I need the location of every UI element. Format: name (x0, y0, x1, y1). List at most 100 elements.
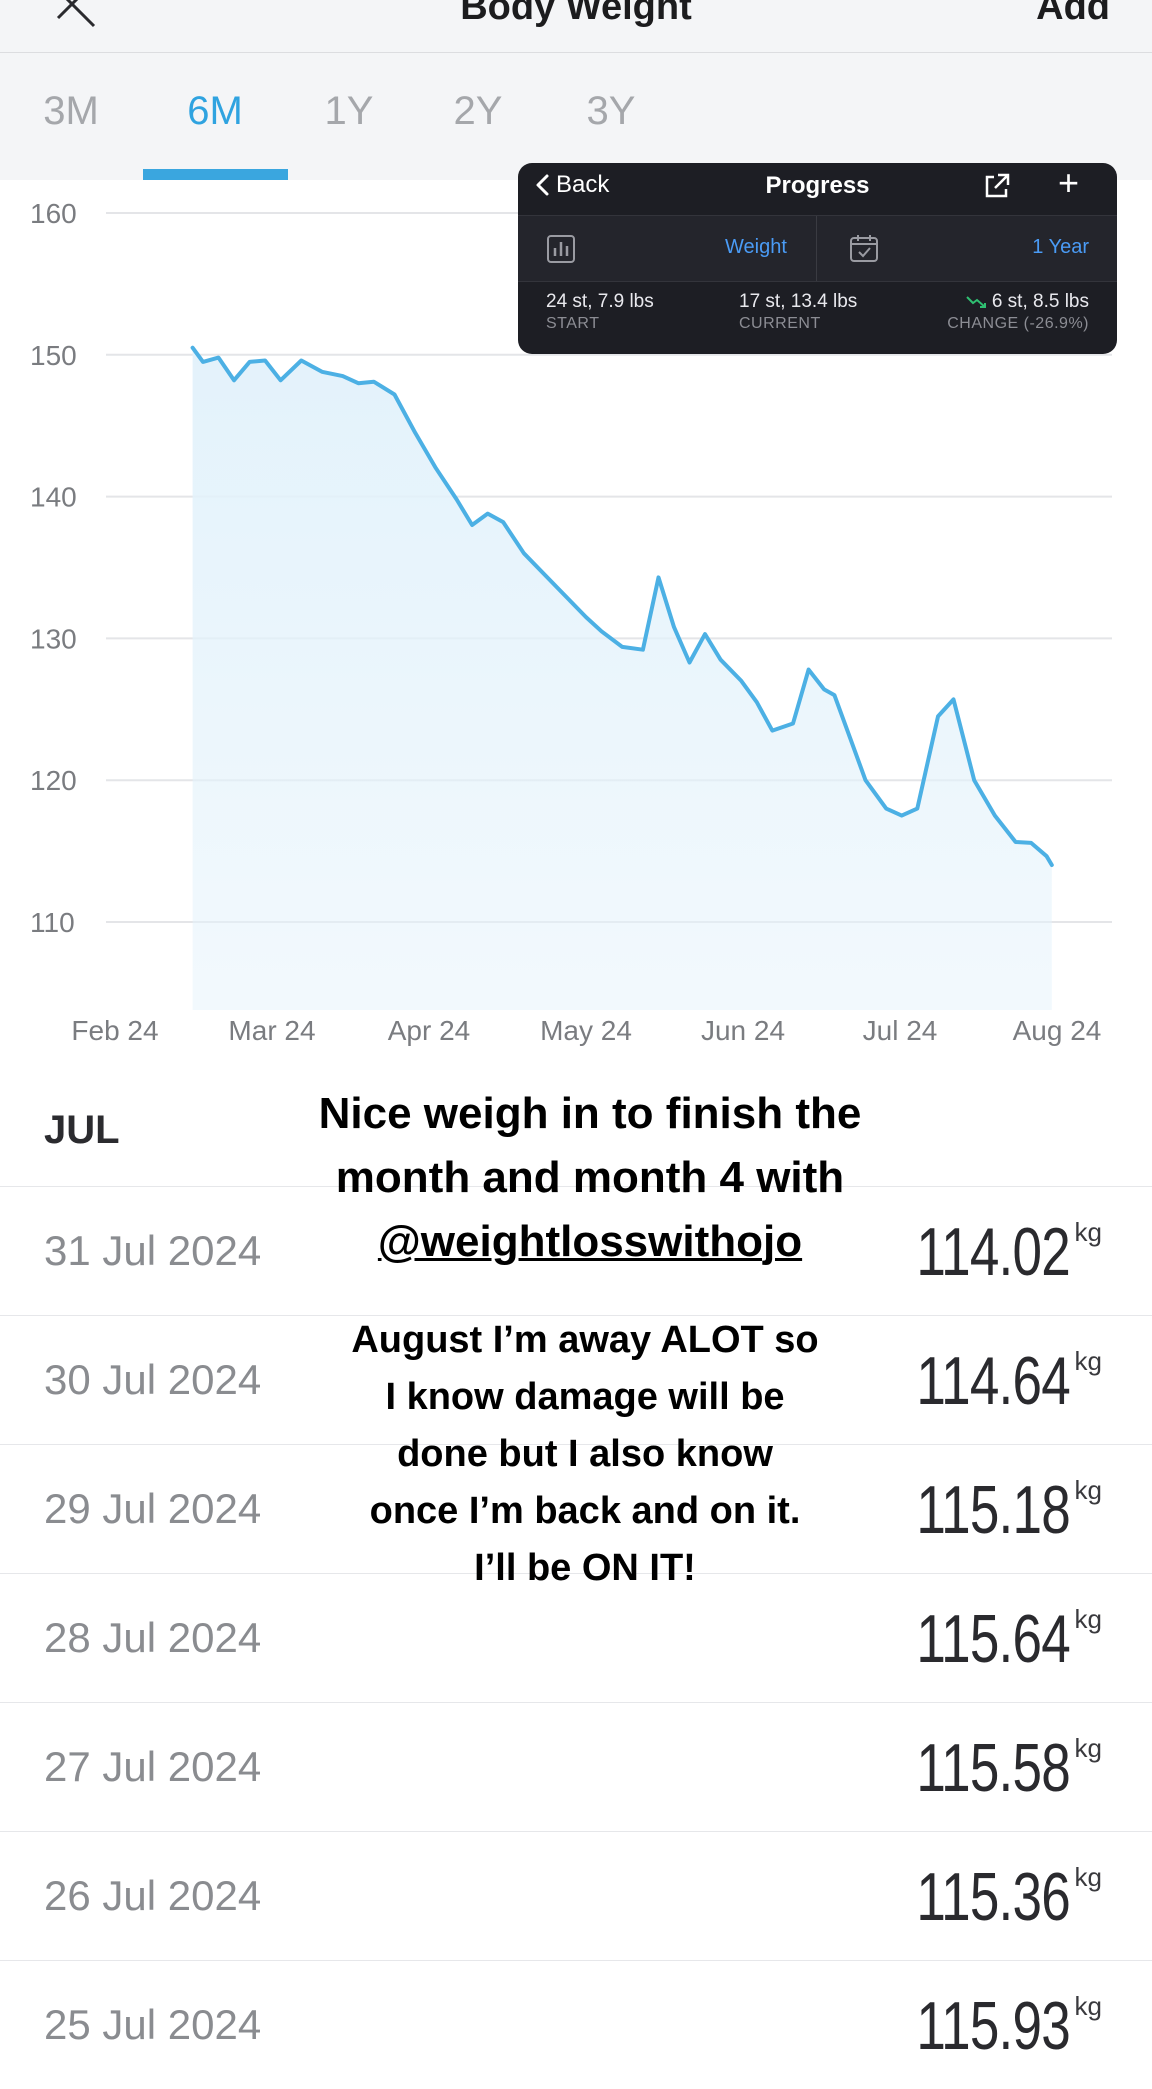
data-point (202, 361, 204, 363)
list-item[interactable]: 28 Jul 2024 115.64 kg (0, 1573, 1152, 1702)
data-point (233, 379, 235, 381)
weight-entries-list: 31 Jul 2024 114.02 kg 30 Jul 2024 114.64… (0, 1186, 1152, 2089)
caption-line: month and month 4 with (335, 1153, 845, 1202)
data-point (973, 779, 975, 781)
progress-title: Progress (765, 172, 870, 199)
x-tick-label: Mar 24 (228, 1015, 315, 1046)
list-item[interactable]: 26 Jul 2024 115.36 kg (0, 1831, 1152, 1960)
top-bar: Body Weight Add (0, 0, 1152, 53)
share-icon[interactable] (982, 171, 1012, 201)
data-point (373, 381, 375, 383)
tab-2y[interactable]: 2Y (453, 89, 503, 133)
list-item[interactable]: 31 Jul 2024 114.02 kg (0, 1186, 1152, 1315)
y-tick-label: 150 (30, 340, 77, 371)
x-tick-label: Jun 24 (701, 1015, 785, 1046)
data-point (689, 662, 690, 663)
story-caption-body: August I’m away ALOT so I know damage wi… (240, 1312, 930, 1597)
start-label: START (546, 315, 600, 332)
data-point (808, 669, 810, 671)
progress-card: Back Progress + Weight 1 Year 24 st, 7.9… (518, 163, 1117, 354)
data-point (673, 626, 675, 628)
entry-unit: kg (1074, 1991, 1102, 2021)
data-point (394, 394, 395, 395)
current-label: CURRENT (739, 315, 821, 332)
x-tick-label: Jul 24 (863, 1015, 938, 1046)
data-point (564, 595, 566, 597)
list-item[interactable]: 30 Jul 2024 114.64 kg (0, 1315, 1152, 1444)
data-point (192, 347, 194, 349)
entry-date: 29 Jul 2024 (44, 1485, 262, 1532)
tab-3y[interactable]: 3Y (586, 89, 636, 133)
x-tick-label: May 24 (540, 1015, 632, 1046)
close-icon[interactable] (50, 0, 110, 32)
entry-unit: kg (1074, 1733, 1102, 1763)
metric-weight-button[interactable]: Weight (725, 236, 787, 258)
data-point (487, 513, 489, 515)
data-point (321, 371, 323, 373)
x-tick-label: Feb 24 (71, 1015, 158, 1046)
data-point (865, 779, 866, 781)
weight-chart: 160 150 140 130 120 110 Feb 24 Mar 24 Apr 24 May … (0, 180, 1152, 1060)
data-point (740, 680, 742, 682)
y-tick-label: 120 (30, 765, 77, 796)
entry-value: 115.93 (916, 1988, 1070, 2064)
add-icon[interactable]: + (1058, 163, 1080, 203)
data-point (471, 524, 473, 526)
add-button[interactable]: Add (1036, 0, 1110, 28)
caption-line: I’ll be ON IT! (474, 1547, 696, 1589)
data-point (218, 357, 219, 359)
tab-6m[interactable]: 6M (187, 89, 243, 133)
bar-chart-icon[interactable] (546, 234, 576, 264)
data-point (704, 633, 706, 635)
entry-unit: kg (1074, 1217, 1102, 1247)
data-point (601, 630, 602, 632)
caption-line: August I’m away ALOT so (351, 1319, 819, 1361)
data-point (523, 552, 525, 554)
back-button[interactable]: Back (534, 171, 609, 199)
entry-date: 30 Jul 2024 (44, 1356, 262, 1403)
range-1-year-button[interactable]: 1 Year (1032, 236, 1089, 258)
progress-card-controls: Weight 1 Year (518, 215, 1117, 282)
list-item[interactable]: 29 Jul 2024 115.18 kg (0, 1444, 1152, 1573)
weight-chart-svg: 160 150 140 130 120 110 Feb 24 Mar 24 Apr 24 May … (30, 198, 1112, 1046)
data-point (1030, 842, 1032, 844)
data-point (1051, 864, 1053, 866)
entry-value: 114.02 (916, 1214, 1070, 1290)
caption-line: I know damage will be (385, 1376, 785, 1418)
caption-handle-link[interactable]: @weightlosswithojo (377, 1217, 803, 1266)
entry-value: 115.18 (916, 1472, 1070, 1548)
y-tick-label: 130 (30, 623, 77, 654)
data-point (642, 649, 644, 651)
data-point (916, 808, 918, 810)
entry-date: 27 Jul 2024 (44, 1743, 262, 1790)
x-tick-label: Apr 24 (388, 1015, 471, 1046)
entry-value: 114.64 (916, 1343, 1070, 1419)
data-point (249, 361, 251, 363)
entry-date: 26 Jul 2024 (44, 1872, 262, 1919)
calendar-icon[interactable] (848, 232, 880, 264)
data-point (756, 701, 758, 703)
change-stat: 6 st, 8.5 lbs CHANGE (-26.9%) (947, 291, 1089, 333)
data-point (435, 467, 437, 469)
data-point (1046, 855, 1048, 857)
data-point (849, 737, 851, 739)
data-point (456, 498, 458, 500)
list-item[interactable]: 27 Jul 2024 115.58 kg (0, 1702, 1152, 1831)
data-point (264, 360, 266, 361)
data-point (885, 808, 887, 810)
data-point (937, 715, 939, 717)
x-tick-label: Aug 24 (1013, 1015, 1102, 1046)
story-caption-heading: Nice weigh in to finish the month and mo… (220, 1082, 960, 1274)
entry-unit: kg (1074, 1475, 1102, 1505)
data-point (300, 360, 302, 361)
tab-3m[interactable]: 3M (43, 89, 99, 133)
list-item[interactable]: 25 Jul 2024 115.93 kg (0, 1960, 1152, 2089)
data-point (901, 815, 903, 817)
current-stat: 17 st, 13.4 lbs CURRENT (739, 291, 857, 333)
entry-unit: kg (1074, 1604, 1102, 1634)
tab-1y[interactable]: 1Y (324, 89, 374, 133)
trend-down-icon (966, 296, 986, 308)
data-point (357, 382, 359, 384)
entry-date: 31 Jul 2024 (44, 1227, 262, 1274)
caption-line: once I’m back and on it. (369, 1490, 801, 1532)
